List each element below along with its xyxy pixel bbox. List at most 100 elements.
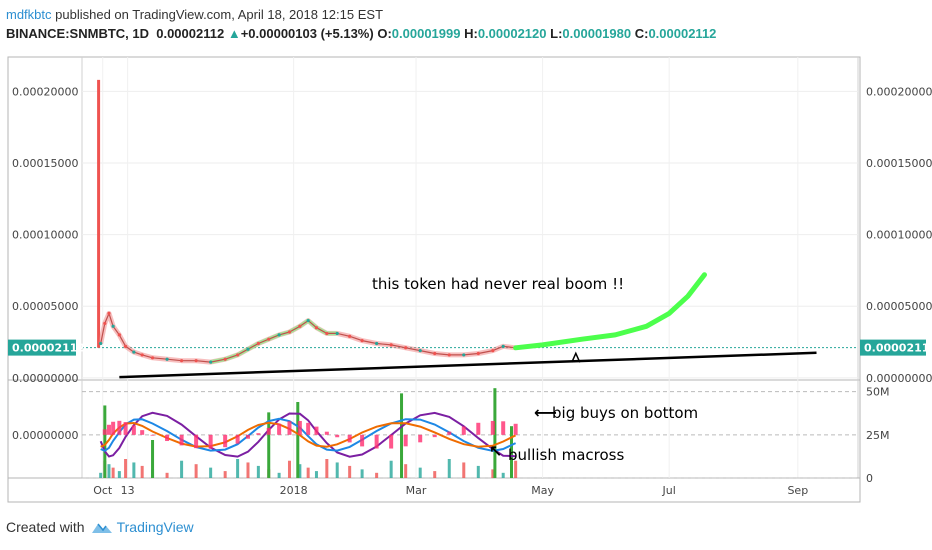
volume-bar	[389, 460, 393, 478]
price-point	[132, 350, 136, 354]
histogram-bar	[223, 434, 228, 448]
axis-layer: 0.00020000 0.00020000 0.00015000 0.00015000…	[8, 85, 932, 497]
volume-bar	[117, 471, 121, 478]
price-point	[209, 360, 213, 364]
annotation-big-buys-text: big buys on bottom	[552, 404, 698, 422]
y-tick-label-right: 0.00005000	[866, 300, 932, 313]
current-price-label-right: 0.00002112	[864, 342, 932, 355]
price-point	[306, 318, 310, 323]
y-tick-label-left: 0.00000000	[12, 372, 78, 385]
histogram-bar	[432, 434, 437, 438]
histogram-bar	[374, 434, 379, 449]
volume-spike-bar	[296, 402, 300, 478]
volume-bar	[462, 462, 466, 478]
price-point	[389, 343, 393, 347]
volume-bar	[501, 472, 505, 478]
volume-bar	[491, 469, 495, 478]
volume-bar	[306, 467, 310, 478]
histogram-bar	[461, 426, 466, 435]
price-point	[256, 341, 260, 346]
grid-layer	[82, 57, 858, 479]
open-label: O:	[377, 26, 392, 41]
price-point	[335, 331, 339, 336]
volume-spike-bar	[509, 426, 513, 478]
histogram-bar	[335, 434, 340, 438]
volume-bar	[223, 471, 227, 478]
volume-bar	[277, 472, 281, 478]
histogram-bar	[324, 431, 329, 435]
publish-line: mdfkbtc published on TradingView.com, Ap…	[6, 6, 926, 24]
price-point	[375, 341, 379, 346]
volume-bar	[111, 467, 115, 478]
histogram-bar	[347, 434, 352, 443]
histogram-bar	[314, 426, 319, 435]
volume-bar	[236, 459, 240, 478]
arrow-left-icon: ⟵	[534, 403, 557, 422]
y-tick-label-right: 0.00010000	[866, 229, 932, 242]
x-tick-label: 2018	[280, 484, 308, 497]
histogram-bar	[194, 434, 199, 449]
y-tick-label-left: 0.00020000	[12, 85, 78, 98]
price-point	[165, 357, 169, 361]
histogram-bar	[131, 425, 136, 435]
histogram-bar	[490, 420, 495, 435]
price-point	[150, 356, 155, 360]
y-tick-label-right: 0.00020000	[866, 85, 932, 98]
volume-bar	[404, 464, 408, 478]
volume-bar	[325, 459, 329, 478]
symbol-label: BINANCE:SNMBTC, 1D	[6, 26, 149, 41]
last-price: 0.00002112	[156, 26, 225, 41]
symbol-line: BINANCE:SNMBTC, 1D 0.00002112 ▲+0.000001…	[6, 24, 926, 44]
price-point	[267, 337, 271, 341]
support-trendline	[119, 351, 817, 379]
price-layer	[82, 79, 858, 379]
price-point	[491, 349, 495, 353]
volume-spike-bar	[400, 393, 404, 478]
histogram-bar	[306, 422, 311, 435]
histogram-bar	[513, 423, 518, 435]
volume-bar	[375, 472, 379, 478]
osc-tick-label-left: 0.00000000	[12, 429, 78, 442]
histogram-bar	[360, 434, 365, 447]
tradingview-logo-icon	[91, 523, 112, 534]
tradingview-brand-link[interactable]: TradingView	[116, 519, 194, 535]
price-point	[462, 353, 466, 357]
histogram-bar	[297, 420, 302, 435]
change-up-icon: ▲	[227, 26, 241, 41]
volume-bar	[514, 460, 518, 478]
price-point	[447, 353, 451, 357]
volume-bar	[107, 464, 111, 478]
annotation-macross-text: bullish macross	[508, 446, 625, 464]
volume-bar	[298, 464, 302, 478]
volume-bar	[418, 467, 422, 478]
volume-bar	[132, 462, 136, 478]
volume-spike-bar	[103, 405, 107, 478]
histogram-bar	[106, 424, 111, 435]
histogram-bar	[501, 421, 506, 435]
histogram-bar	[287, 421, 292, 435]
histogram-bar	[165, 434, 170, 442]
high-value: 0.00002120	[477, 26, 547, 41]
volume-tick-label: 25M	[866, 429, 890, 442]
price-pane-frame	[7, 56, 861, 381]
histogram-bar	[235, 434, 240, 444]
price-point	[107, 311, 111, 315]
arrow-upleft-icon: ↖	[489, 442, 502, 461]
volume-bar	[360, 469, 364, 478]
price-point	[103, 321, 107, 326]
price-point	[433, 351, 437, 356]
chart-header: mdfkbtc published on TradingView.com, Ap…	[6, 6, 926, 44]
current-price-badge-left	[8, 339, 76, 356]
y-tick-label-right: 0.00000000	[866, 372, 932, 385]
price-point	[287, 330, 292, 334]
price-point	[418, 349, 422, 353]
close-label: C:	[634, 26, 649, 41]
y-tick-label-right: 0.00015000	[866, 157, 932, 170]
histogram-bar	[266, 427, 271, 435]
author-link[interactable]: mdfkbtc	[6, 7, 52, 22]
histogram-bar	[245, 434, 250, 439]
annotation-main: this token had never real boom !!	[372, 275, 624, 293]
x-tick-label: Jul	[662, 484, 676, 497]
histogram-bar	[102, 429, 107, 435]
up-arrow-icon	[571, 351, 581, 363]
